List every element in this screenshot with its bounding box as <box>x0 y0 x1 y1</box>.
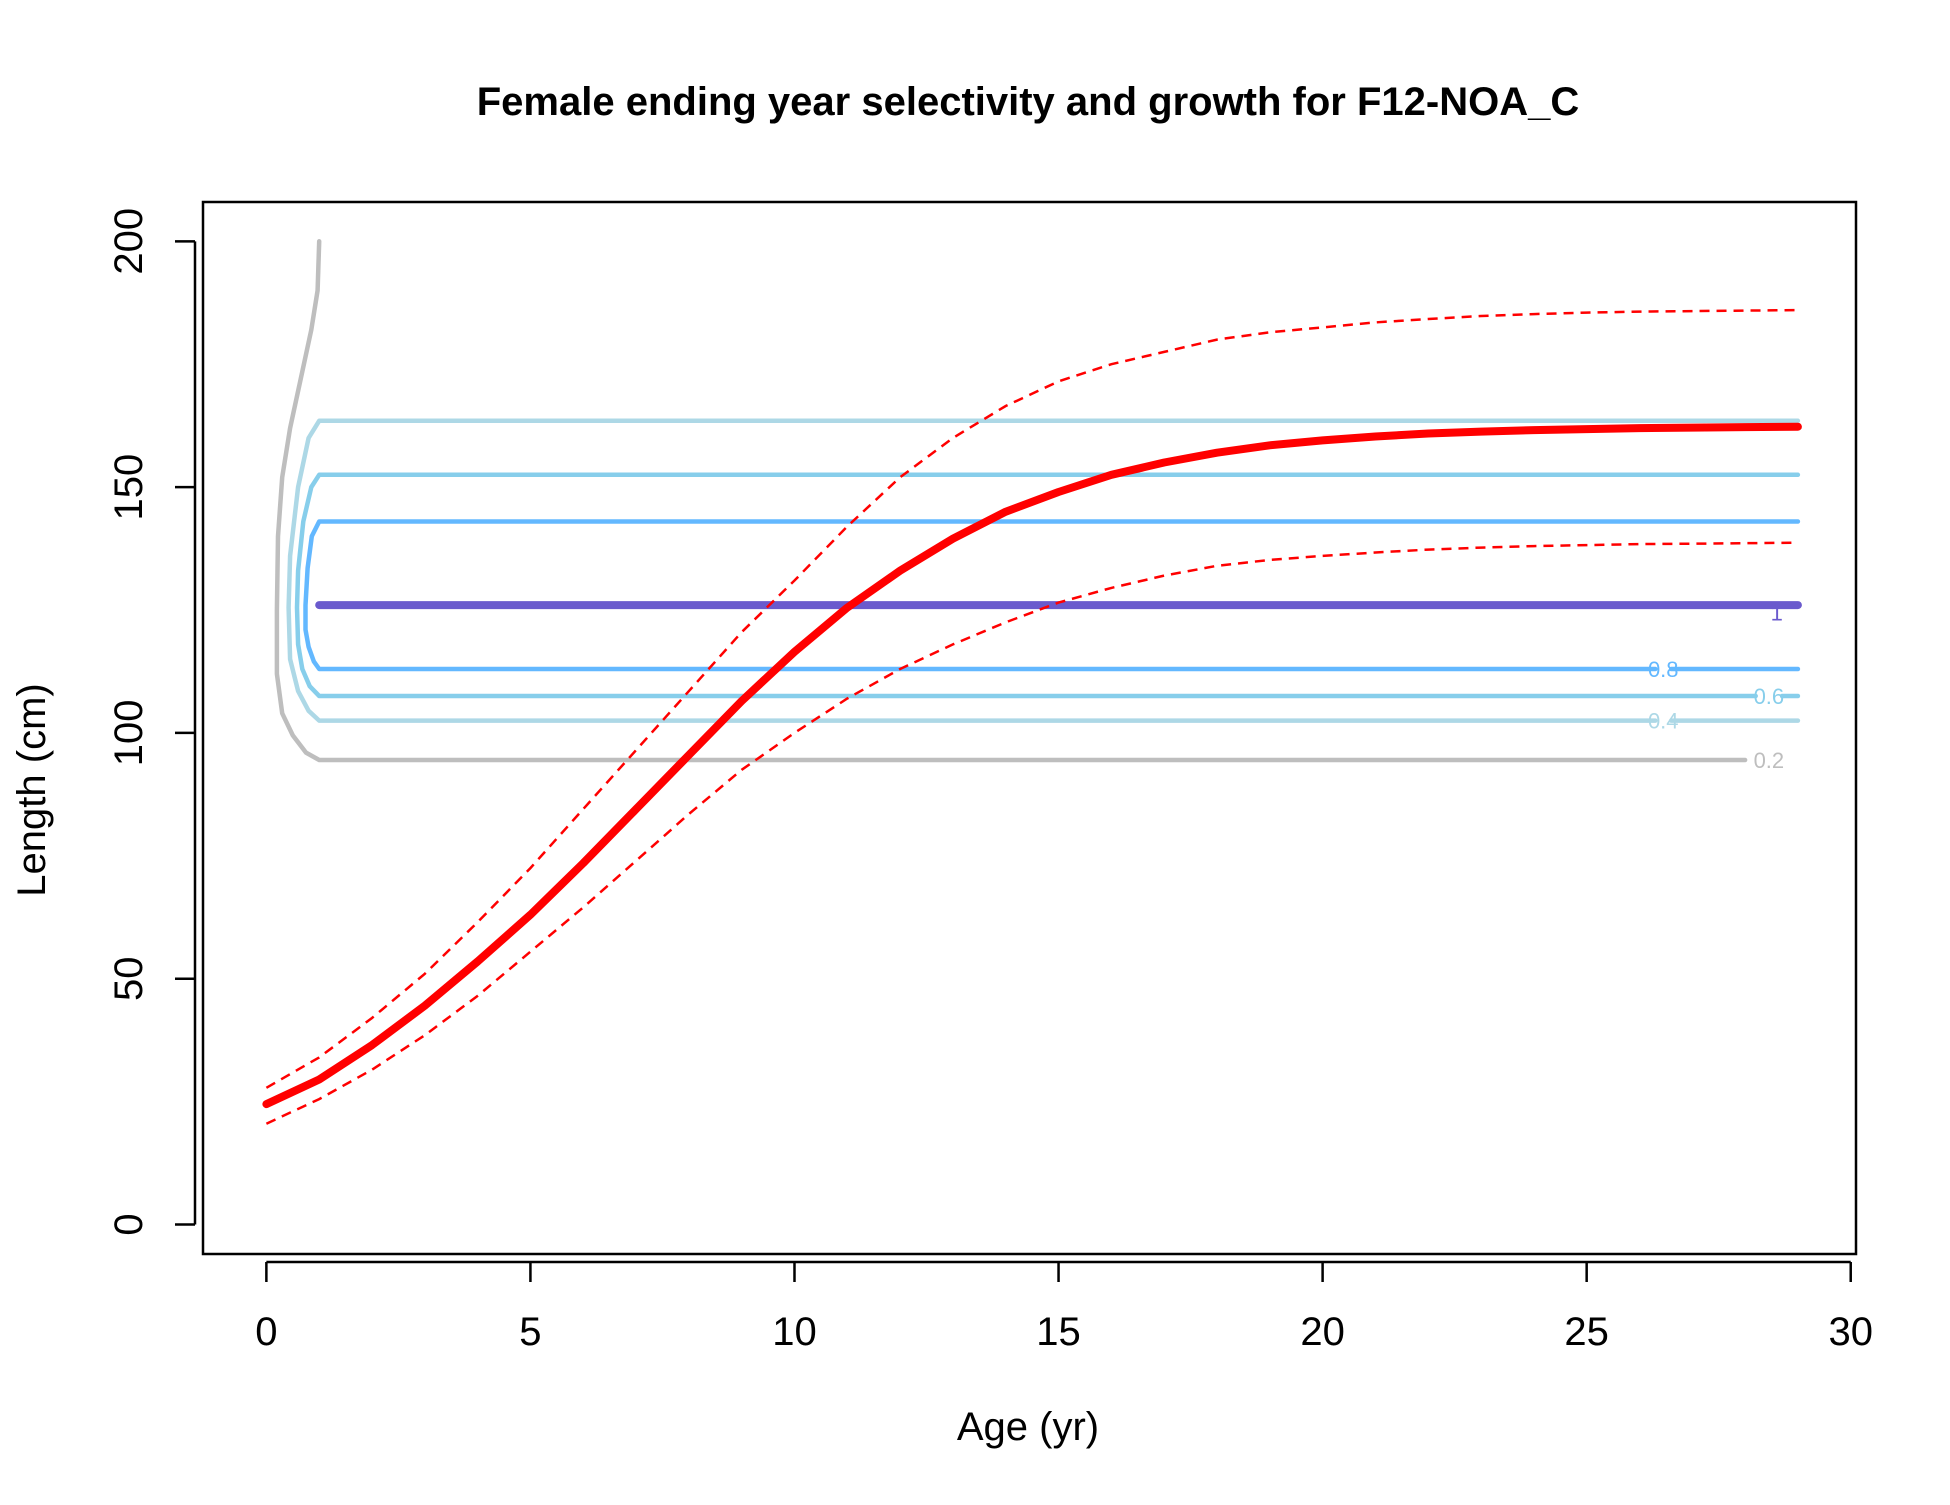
x-axis: 0 5 10 15 20 25 30 <box>255 1260 1873 1354</box>
x-tick-label: 30 <box>1828 1310 1873 1354</box>
growth-upper-interval <box>265 308 1798 1089</box>
contour-label: 0.4 <box>1648 709 1679 734</box>
selectivity-contours: 0.2 0.4 0.6 0.8 1 <box>274 239 1802 773</box>
x-tick-label: 5 <box>519 1310 541 1354</box>
y-axis: 0 50 100 150 200 <box>107 208 197 1236</box>
selectivity-contour-0-2 <box>274 239 1748 763</box>
plot-frame <box>201 200 1858 1256</box>
x-tick-label: 25 <box>1564 1310 1609 1354</box>
selectivity-contour-0-8 <box>303 519 1801 672</box>
growth-mean-curve <box>262 422 1802 1109</box>
x-axis-label: Age (yr) <box>957 1405 1099 1449</box>
x-tick-label: 15 <box>1036 1310 1081 1354</box>
x-tick-label: 10 <box>772 1310 817 1354</box>
contour-label: 1 <box>1771 600 1783 625</box>
selectivity-contour-0-6 <box>294 472 1801 699</box>
y-tick-label: 50 <box>107 956 151 1001</box>
y-tick-label: 200 <box>107 208 151 275</box>
growth-curves <box>262 308 1802 1125</box>
x-tick-label: 0 <box>255 1310 277 1354</box>
selectivity-contour-0-4 <box>286 418 1801 723</box>
y-axis-label: Length (cm) <box>10 683 54 896</box>
y-tick-label: 100 <box>107 700 151 767</box>
chart-title: Female ending year selectivity and growt… <box>477 80 1580 124</box>
x-tick-label: 20 <box>1300 1310 1345 1354</box>
contour-label: 0.2 <box>1754 748 1785 773</box>
growth-lower-interval <box>265 541 1798 1125</box>
contour-label: 0.6 <box>1754 684 1785 709</box>
y-tick-label: 150 <box>107 454 151 521</box>
y-tick-label: 0 <box>107 1213 151 1235</box>
contour-label: 0.8 <box>1648 657 1679 682</box>
